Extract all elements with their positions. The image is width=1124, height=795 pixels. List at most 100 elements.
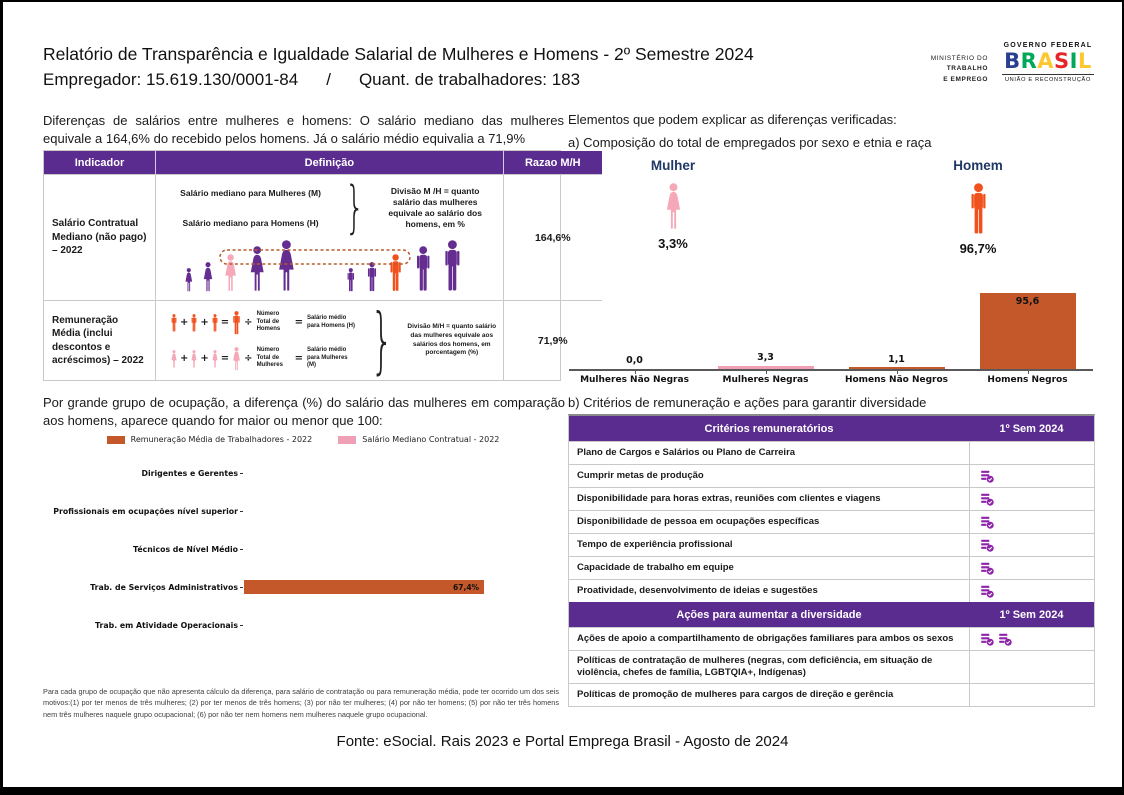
criteria-row: Disponibilidade de pessoa em ocupações e… — [569, 510, 1094, 533]
composition-slot: 1,1 — [831, 280, 962, 369]
criteria-check-icon — [980, 515, 994, 529]
bar-value-label: 95,6 — [1015, 296, 1040, 307]
indicator-1-ratio: 164,6% — [503, 174, 602, 300]
men-average-formula: + + = ÷ Número Total de Homens = Salário… — [170, 311, 357, 335]
criteria-value-cell — [969, 683, 1094, 706]
men-total-label: Número Total de Homens — [256, 311, 281, 333]
occupation-plot-area: 67,4% — [244, 568, 561, 606]
occupation-row: Técnicos de Nível Médio — [43, 530, 561, 568]
ministry-line2: TRABALHO — [946, 65, 988, 73]
composition-category-label: Mulheres Não Negras — [580, 375, 689, 385]
criteria-header: Critérios remuneratórios — [704, 422, 834, 435]
median-men-label: Salário mediano para Homens (H) — [182, 218, 319, 229]
women-total-label: Número Total de Mulheres — [256, 347, 283, 369]
composition-bar — [717, 366, 814, 369]
women-average-label: Salário médio para Mulheres (M) — [306, 347, 348, 369]
col-header-razao: Razao M/H — [503, 151, 602, 174]
occupation-category-label: Dirigentes e Gerentes — [141, 468, 238, 478]
axis-tick — [240, 586, 243, 588]
men-average-label: Salário médio para Homens (H) — [306, 315, 355, 329]
source-line: Fonte: eSocial. Rais 2023 e Portal Empre… — [336, 733, 789, 750]
criteria-row: Proatividade, desenvolvimento de ideias … — [569, 579, 1094, 602]
occupation-category-label: Profissionais em ocupações nível superio… — [53, 506, 238, 516]
occupation-plot-area — [244, 530, 561, 568]
governo-federal-label: GOVERNO FEDERAL — [1003, 42, 1093, 49]
axis-tick — [240, 472, 243, 474]
legend-label: Remuneração Média de Trabalhadores - 202… — [130, 435, 313, 444]
male-icon — [968, 183, 989, 235]
occupation-row: Profissionais em ocupações nível superio… — [43, 492, 561, 530]
criteria-title: b) Critérios de remuneração e ações para… — [568, 395, 927, 410]
ministry-line3: E EMPREGO — [943, 75, 988, 83]
occupation-category-label: Técnicos de Nível Médio — [133, 544, 238, 554]
composition-bar — [979, 293, 1076, 369]
employer-id: Empregador: 15.619.130/0001-84 — [43, 70, 299, 89]
bar-value-label: 67,4% — [453, 582, 480, 592]
ministry-line1: MINISTÉRIO DO — [930, 55, 988, 62]
composition-slot: 3,3 — [700, 280, 831, 369]
separator: / — [326, 70, 331, 89]
actions-header-row: Ações para aumentar a diversidade 1º Sem… — [569, 602, 1094, 627]
logo-tagline: UNIÃO E RECONSTRUÇÃO — [1004, 77, 1092, 84]
composition-title: a) Composição do total de empregados por… — [568, 135, 932, 150]
occupation-plot-area — [244, 492, 561, 530]
occupation-category-label: Trab. em Atividade Operacionais — [95, 620, 238, 630]
criteria-value-cell — [969, 651, 1094, 683]
criteria-value-cell — [969, 557, 1094, 579]
criteria-row: Disponibilidade para horas extras, reuni… — [569, 487, 1094, 510]
brace-glyph: } — [370, 297, 394, 382]
criteria-value-cell — [969, 511, 1094, 533]
axis-tick — [1027, 371, 1029, 374]
occupation-paragraph: Por grande grupo de ocupação, a diferenç… — [43, 395, 565, 429]
legend-item: Remuneração Média de Trabalhadores - 202… — [106, 435, 313, 444]
criteria-label: Plano de Cargos e Salários ou Plano de C… — [577, 447, 796, 459]
brand-letter: S — [1054, 49, 1070, 73]
criteria-label: Disponibilidade para horas extras, reuni… — [577, 493, 881, 505]
male-composition: Homem 96,7% — [908, 158, 1048, 256]
criteria-check-icon — [980, 538, 994, 552]
criteria-label: Políticas de promoção de mulheres para c… — [577, 688, 894, 700]
criteria-label: Proatividade, desenvolvimento de ideias … — [577, 585, 818, 597]
criteria-value-cell — [969, 628, 1094, 650]
criteria-label: Cumprir metas de produção — [577, 470, 704, 482]
indicator-2-ratio: 71,9% — [503, 300, 602, 380]
brand-letter: B — [1004, 49, 1021, 73]
composition-slot: 0,0 — [569, 280, 700, 369]
brand-letter: I — [1069, 49, 1078, 73]
criteria-row: Plano de Cargos e Salários ou Plano de C… — [569, 441, 1094, 464]
criteria-value-cell — [969, 534, 1094, 556]
occupation-plot-area — [244, 454, 561, 492]
indicator-1-name: Salário Contratual Mediano (não pago) – … — [44, 174, 156, 300]
criteria-check-icon — [980, 469, 994, 483]
col-header-definicao: Definição — [156, 151, 504, 174]
criteria-label: Capacidade de trabalho em equipe — [577, 562, 734, 574]
axis-tick — [765, 371, 767, 374]
legend-item: Salário Mediano Contratual - 2022 — [338, 435, 499, 444]
govbr-logo: GOVERNO FEDERAL BRASIL UNIÃO E RECONSTRU… — [998, 42, 1098, 83]
division-note: Divisão M /H = quanto salário das mulher… — [388, 186, 482, 230]
division-note: Divisão M/H = quanto salário das mulhere… — [407, 322, 497, 357]
criteria-check-icon — [980, 561, 994, 575]
criteria-check-icon — [980, 632, 994, 646]
composition-category-label: Homens Não Negros — [844, 375, 949, 385]
page-title: Relatório de Transparência e Igualdade S… — [43, 44, 754, 64]
criteria-row: Políticas de promoção de mulheres para c… — [569, 682, 1094, 706]
occupation-bar-chart: Dirigentes e Gerentes Profissionais em oc… — [43, 454, 561, 644]
composition-bar — [848, 367, 945, 369]
criteria-check-icon — [998, 632, 1012, 646]
median-women-label: Salário mediano para Mulheres (M) — [180, 188, 321, 199]
criteria-check-icon — [980, 492, 994, 506]
indicator-1-definition: Salário mediano para Mulheres (M) Salári… — [156, 174, 504, 300]
indicator-table: Indicador Definição Razao M/H Salário Co… — [43, 150, 602, 382]
criteria-value-cell — [969, 488, 1094, 510]
criteria-label: Ações de apoio a compartilhamento de obr… — [577, 633, 954, 645]
header-subtitle: Empregador: 15.619.130/0001-84 / Quant. … — [43, 70, 580, 90]
criteria-value-cell — [969, 580, 1094, 602]
semester-header: 1º Sem 2024 — [999, 608, 1064, 621]
composition-category-label: Mulheres Negras — [722, 375, 809, 385]
composition-slot: 95,6 — [962, 280, 1093, 369]
criteria-header-row: Critérios remuneratórios 1º Sem 2024 — [569, 416, 1094, 441]
axis-tick — [240, 624, 243, 626]
criteria-value-cell — [969, 465, 1094, 487]
criteria-row: Capacidade de trabalho em equipe — [569, 556, 1094, 579]
